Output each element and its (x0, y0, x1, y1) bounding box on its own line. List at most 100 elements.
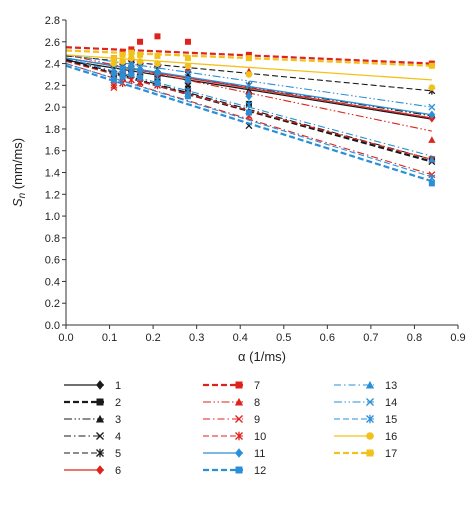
data-point-series-7-3 (137, 38, 144, 45)
legend-marker-15 (366, 414, 374, 424)
legend-item-6: 6 (64, 465, 121, 477)
legend-item-13: 13 (334, 380, 397, 392)
legend-item-4: 4 (64, 431, 121, 443)
data-point-series-12-6 (245, 109, 252, 116)
fit-line-series-15 (65, 63, 433, 178)
y-axis-title-subscript: n (17, 192, 28, 198)
legend-marker-12 (235, 466, 243, 474)
data-point-series-16-7 (428, 84, 436, 91)
legend-item-11: 11 (203, 448, 265, 460)
legend-marker-1 (96, 380, 104, 390)
legend-label-5: 5 (115, 448, 121, 460)
plot-area (65, 33, 436, 187)
legend-label-11: 11 (254, 448, 265, 460)
legend-label-1: 1 (115, 380, 121, 392)
y-tick-label: 1.0 (45, 211, 60, 223)
legend-item-16: 16 (334, 431, 397, 443)
data-point-series-11-7 (428, 110, 436, 120)
legend-marker-6 (96, 465, 104, 475)
legend-marker-4 (96, 432, 104, 440)
fit-line-series-4 (65, 58, 433, 160)
legend-label-16: 16 (385, 431, 397, 443)
legend-marker-2 (96, 398, 104, 406)
y-axis-title: Sn (mm/ms) (10, 138, 28, 207)
legend-label-3: 3 (115, 414, 121, 426)
data-point-series-13-1 (119, 65, 127, 73)
y-tick-label: 0.4 (45, 276, 60, 288)
legend-label-8: 8 (254, 397, 260, 409)
data-point-series-17-1 (119, 51, 126, 58)
data-point-series-7-5 (184, 38, 191, 45)
legend-item-3: 3 (64, 414, 121, 426)
legend-marker-5 (96, 448, 104, 458)
data-point-series-17-7 (428, 62, 435, 69)
axes: α (1/ms) Sn (mm/ms) 0.0 0.1 0.2 0.3 0.4 0.5 0.… (10, 15, 466, 364)
legend-label-4: 4 (115, 431, 121, 443)
data-point-series-7-6 (245, 51, 252, 58)
data-point-series-13-6 (245, 90, 253, 98)
legend-item-2: 2 (64, 397, 121, 409)
legend-marker-11 (235, 448, 243, 458)
data-point-series-16-3 (136, 58, 144, 65)
y-tick-label: 0.6 (45, 255, 60, 267)
legend-label-17: 17 (385, 448, 397, 460)
data-point-series-17-3 (137, 51, 144, 58)
fit-line-series-12 (65, 64, 433, 183)
y-axis-title-unit: (mm/ms) (10, 138, 25, 193)
data-point-series-15-3 (136, 70, 144, 79)
data-point-series-15-6 (245, 101, 253, 109)
legend-label-15: 15 (385, 414, 397, 426)
legend-marker-9 (235, 415, 243, 423)
data-point-series-17-6 (245, 55, 252, 62)
y-tick-label: 2.2 (45, 80, 60, 92)
legend-label-13: 13 (385, 380, 397, 392)
data-point-series-15-7 (428, 174, 436, 182)
data-point-series-15-5 (184, 87, 192, 95)
data-point-series-13-4 (153, 68, 162, 76)
y-tick-label: 1.8 (45, 124, 60, 136)
x-tick-label: 0.8 (407, 332, 422, 344)
legend-item-15: 15 (334, 414, 397, 426)
legend-item-17: 17 (334, 448, 397, 460)
x-tick-label: 0.1 (102, 332, 117, 344)
y-tick-label: 0.0 (45, 320, 60, 332)
x-tick-label: 0.7 (363, 332, 378, 344)
legend-item-7: 7 (203, 380, 260, 392)
legend-marker-13 (365, 380, 375, 389)
data-point-series-17-2 (128, 49, 135, 56)
data-point-series-7-2 (128, 46, 135, 53)
legend-marker-10 (235, 431, 243, 441)
fit-line-series-11 (65, 57, 432, 116)
data-point-series-14-7 (428, 103, 436, 111)
data-point-series-16-4 (154, 60, 161, 67)
y-tick-label: 1.6 (45, 146, 60, 158)
series-16 (65, 54, 436, 91)
y-tick-label: 0.8 (45, 233, 60, 245)
data-point-series-13-0 (110, 67, 118, 75)
y-tick-label: 2.4 (45, 59, 60, 71)
legend-item-1: 1 (64, 380, 121, 392)
data-point-series-15-2 (127, 68, 135, 77)
x-tick-label: 0.0 (58, 332, 73, 344)
legend-marker-17 (366, 449, 374, 457)
legend-label-2: 2 (115, 397, 121, 409)
data-point-series-15-4 (154, 76, 161, 84)
x-tick-label: 0.5 (276, 332, 291, 344)
x-tick-label: 0.6 (320, 332, 335, 344)
data-point-series-14-5 (184, 68, 192, 76)
data-point-series-15-1 (119, 70, 127, 79)
x-axis-title: α (1/ms) (238, 349, 286, 364)
data-point-series-13-5 (184, 76, 192, 83)
data-point-series-17-0 (110, 55, 117, 62)
legend-label-9: 9 (254, 414, 260, 426)
legend-marker-7 (235, 381, 243, 389)
legend-item-14: 14 (334, 397, 397, 409)
y-tick-label: 1.2 (45, 189, 60, 201)
y-axis-title-symbol: S (10, 198, 25, 207)
y-tick-label: 2.6 (45, 37, 60, 49)
data-point-series-13-3 (136, 65, 144, 73)
legend-item-9: 9 (203, 414, 260, 426)
legend-label-14: 14 (385, 397, 397, 409)
legend-item-12: 12 (203, 465, 266, 477)
